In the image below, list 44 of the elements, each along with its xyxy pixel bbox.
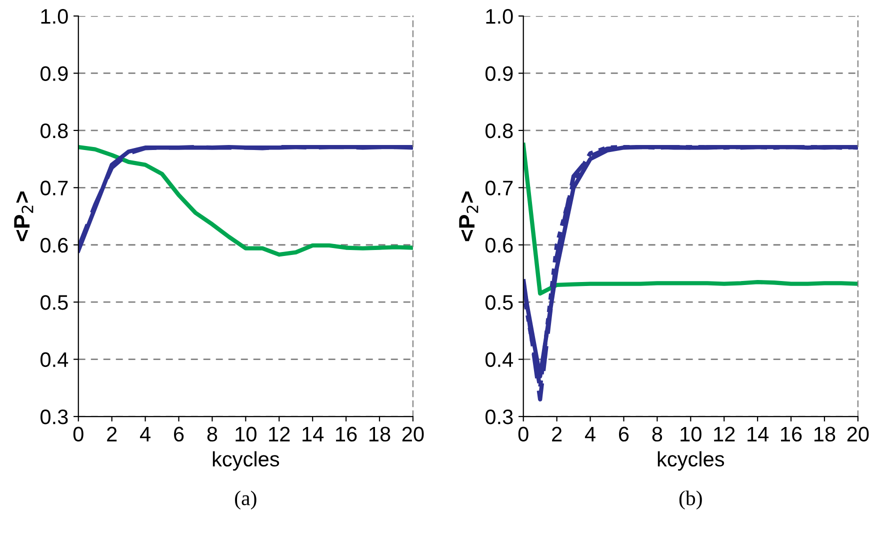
y-tick-label: 0.9	[486, 66, 513, 81]
x-tick-label: 14	[302, 427, 324, 442]
x-axis-title: kcycles	[212, 451, 280, 471]
x-tick-label: 6	[619, 426, 629, 442]
y-tick-label: 0.6	[40, 238, 68, 253]
x-tick-label: 16	[781, 426, 802, 442]
y-tick-label: 1.0	[486, 9, 513, 24]
y-tick-label: 0.9	[40, 66, 68, 81]
x-tick-label: 18	[814, 426, 836, 442]
y-tick-label: 0.7	[486, 180, 513, 196]
y-tick-label: 0.3	[40, 410, 68, 424]
x-tick-label: 4	[140, 427, 150, 442]
y-tick-label: 0.4	[486, 352, 514, 368]
x-tick-label: 12	[714, 426, 735, 442]
x-tick-label: 10	[236, 426, 256, 442]
x-tick-label: 4	[584, 427, 596, 442]
y-tick-label: 0.3	[486, 410, 513, 424]
x-axis-title: kcycles	[658, 451, 724, 471]
x-tick-label: 16	[336, 426, 357, 442]
x-tick-label: 0	[518, 426, 528, 442]
x-tick-label: 8	[207, 426, 218, 442]
y-tick-label: 0.5	[486, 295, 513, 310]
y-tick-label: 0.4	[40, 352, 68, 368]
y-tick-label: 0.8	[40, 123, 68, 138]
x-tick-label: 0	[73, 426, 84, 442]
x-tick-label: 2	[552, 426, 562, 442]
y-tick-label: 0.6	[486, 238, 513, 253]
y-tick-label: 0.8	[486, 123, 513, 138]
y-axis-title: <P$_{2}$>	[459, 191, 478, 242]
x-tick-label: 2	[107, 426, 117, 442]
x-tick-label: 20	[847, 426, 869, 442]
y-tick-label: 0.5	[40, 295, 68, 310]
text: (a)	[235, 490, 256, 510]
text: (b)	[679, 490, 702, 510]
y-tick-label: 1.0	[41, 9, 68, 24]
x-tick-label: 20	[402, 426, 424, 442]
x-tick-label: 12	[269, 426, 290, 442]
x-tick-label: 10	[680, 426, 702, 442]
y-tick-label: 0.7	[40, 180, 68, 196]
y-axis-title: <P$_{2}$>	[14, 191, 34, 242]
x-tick-label: 14	[748, 427, 769, 442]
x-tick-label: 18	[370, 426, 390, 442]
x-tick-label: 8	[652, 426, 662, 442]
x-tick-label: 6	[174, 426, 184, 442]
